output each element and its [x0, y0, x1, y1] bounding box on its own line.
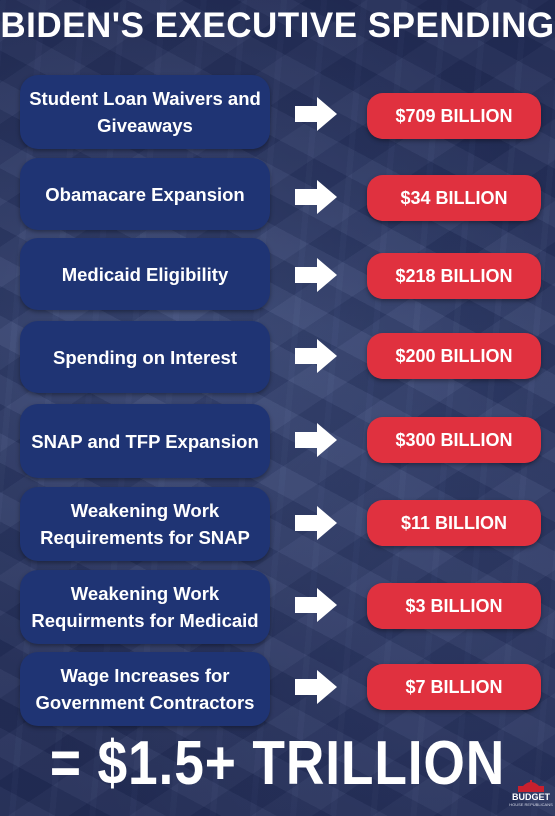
arrow-right-icon: [295, 588, 337, 622]
spending-item-amount: $300 BILLION: [367, 417, 541, 463]
spending-item-label: Spending on Interest: [20, 321, 270, 393]
spending-item-label: Obamacare Expansion: [20, 158, 270, 230]
total-amount: = $1.5+ TRILLION: [49, 729, 506, 798]
spending-item-amount: $709 BILLION: [367, 93, 541, 139]
arrow-right-icon: [295, 339, 337, 373]
arrow-right-icon: [295, 180, 337, 214]
spending-item-label: Student Loan Waivers and Giveaways: [20, 75, 270, 149]
spending-item-label: Medicaid Eligibility: [20, 238, 270, 310]
spending-item-amount: $3 BILLION: [367, 583, 541, 629]
arrow-right-icon: [295, 670, 337, 704]
logo-subtitle: HOUSE REPUBLICANS: [509, 802, 553, 807]
arrow-right-icon: [295, 258, 337, 292]
spending-item-amount: $200 BILLION: [367, 333, 541, 379]
spending-item-label: SNAP and TFP Expansion: [20, 404, 270, 478]
spending-item-label: Wage Increases for Government Contractor…: [20, 652, 270, 726]
spending-item-amount: $11 BILLION: [367, 500, 541, 546]
spending-item-label: Weakening Work Requirments for Medicaid: [20, 570, 270, 644]
page-title: BIDEN'S EXECUTIVE SPENDING: [0, 6, 555, 45]
arrow-right-icon: [295, 423, 337, 457]
spending-item-amount: $218 BILLION: [367, 253, 541, 299]
spending-item-amount: $34 BILLION: [367, 175, 541, 221]
arrow-right-icon: [295, 97, 337, 131]
spending-item-label: Weakening Work Requirements for SNAP: [20, 487, 270, 561]
arrow-right-icon: [295, 506, 337, 540]
logo-word: BUDGET: [512, 792, 550, 802]
capitol-icon: [518, 780, 544, 792]
budget-logo: BUDGET HOUSE REPUBLICANS: [508, 780, 554, 814]
spending-item-amount: $7 BILLION: [367, 664, 541, 710]
